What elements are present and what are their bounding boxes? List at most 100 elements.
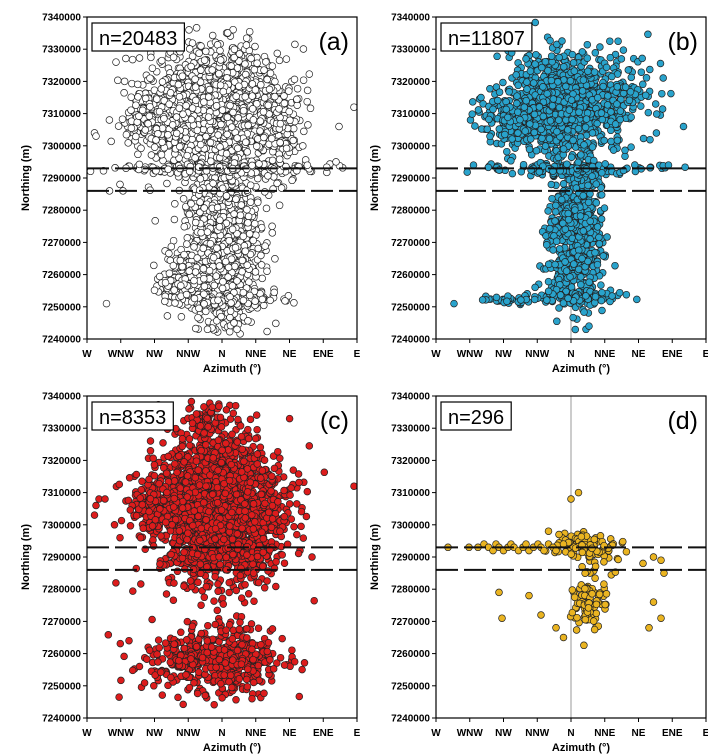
data-point [547,52,556,60]
data-point [254,174,262,183]
data-point [230,53,238,62]
data-point [285,107,293,116]
data-point [238,267,246,276]
data-point [546,36,554,45]
x-tick-label: NNW [176,349,200,360]
data-point [141,165,149,174]
data-point [611,261,619,270]
data-point [555,103,564,112]
data-point [242,41,251,49]
data-point [147,151,156,159]
data-point [559,145,568,153]
data-point [260,133,268,142]
data-point [493,52,501,61]
data-point [172,129,181,138]
data-point [580,308,588,316]
data-point [323,163,331,171]
data-point [227,299,235,307]
data-point [227,62,236,70]
data-point [559,180,568,188]
data-point [565,106,574,114]
data-point [303,97,311,106]
data-point [170,215,179,224]
data-point [544,277,553,286]
data-point [531,18,540,27]
data-point [203,325,212,334]
data-point [208,66,216,74]
data-point [280,92,288,100]
data-point [246,291,254,300]
data-point [152,136,160,144]
data-point [541,57,550,66]
data-point [268,229,277,237]
data-point [246,181,255,189]
data-point [230,210,238,218]
data-point [244,121,252,130]
data-point [280,99,289,108]
data-point [226,101,234,110]
data-point [243,261,251,269]
data-point [194,313,202,322]
data-point [551,208,560,216]
data-point [206,126,215,134]
data-point [603,233,611,241]
data-point [251,42,259,51]
x-tick-label: W [82,349,92,360]
data-point [223,74,231,82]
data-point [188,104,197,112]
data-point [306,104,315,113]
data-point [597,215,606,223]
data-point [266,69,275,78]
data-point [239,288,248,297]
data-point [593,223,602,231]
data-point [230,45,239,54]
data-point [271,77,279,86]
data-point [191,83,200,91]
data-point [290,75,299,84]
data-point [160,96,168,105]
data-point [228,225,237,234]
data-point [565,188,573,196]
data-point [273,49,282,58]
data-point [290,299,298,307]
data-point [187,115,196,124]
data-point [177,313,186,321]
x-tick-label: WNW [108,349,135,360]
data-point [544,260,553,269]
data-point [167,242,176,251]
data-point [607,137,615,146]
data-point [202,132,210,141]
data-point [128,55,137,64]
data-point [507,157,515,165]
data-point [588,143,597,151]
data-point [255,160,263,168]
data-point [541,142,550,150]
data-point [231,262,239,271]
data-point [202,307,210,316]
data-point [225,327,234,336]
data-point [185,267,193,275]
data-point [257,251,265,260]
data-point [238,256,247,265]
x-tick-label: E [354,349,361,360]
data-point [165,249,173,258]
data-point [276,138,284,147]
data-point [116,180,124,189]
data-point [468,98,477,106]
data-point [199,264,208,273]
data-point [588,129,597,137]
data-point [150,261,158,270]
data-point [182,290,191,299]
data-point [499,78,507,87]
data-point [299,142,307,150]
data-point [539,83,547,91]
data-point [208,31,217,40]
data-point [584,257,592,266]
data-point [212,272,220,280]
data-point [172,113,181,121]
data-point [544,207,552,215]
data-point [595,233,603,242]
data-point [285,87,293,95]
data-point [239,232,248,241]
data-point [200,300,208,308]
